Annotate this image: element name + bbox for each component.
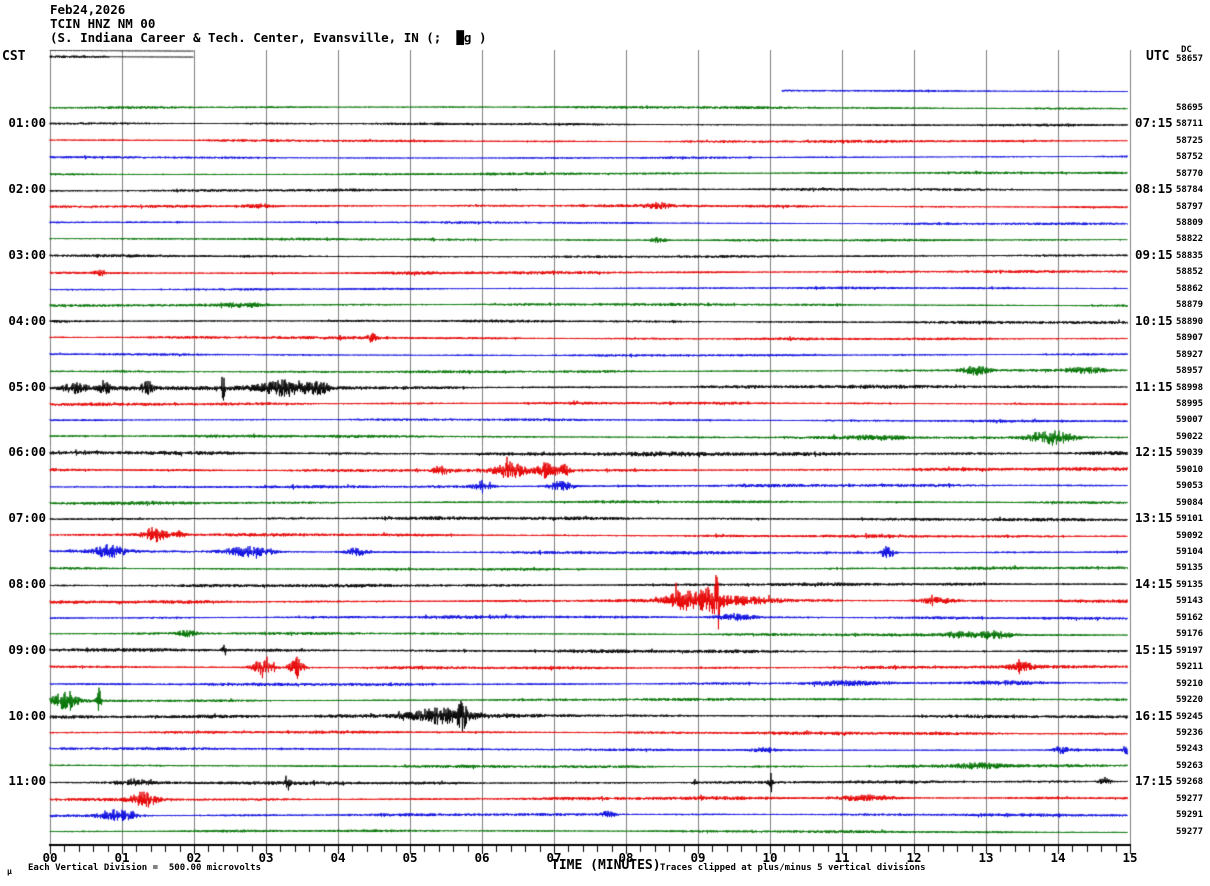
utc-hour-label: 15:15 — [1135, 641, 1173, 657]
dc-value-label: 58784 — [1176, 185, 1204, 196]
dc-value-label: 59263 — [1176, 760, 1204, 771]
dc-value-label: 59092 — [1176, 530, 1204, 541]
x-tick-label: 14 — [1050, 850, 1066, 865]
x-tick-label: 11 — [834, 850, 850, 865]
cst-hour-label: 11:00 — [8, 773, 46, 789]
x-tick-label: 12 — [906, 850, 922, 865]
dc-value-label: 59084 — [1176, 497, 1204, 508]
dc-value-label: 58797 — [1176, 201, 1204, 212]
dc-value-label: 59220 — [1176, 695, 1204, 706]
dc-value-label: 58862 — [1176, 283, 1204, 294]
x-tick-label: 13 — [978, 850, 994, 865]
dc-value-label: 58879 — [1176, 300, 1204, 311]
cst-hour-label: 09:00 — [8, 641, 46, 657]
dc-value-label: 58711 — [1176, 119, 1204, 130]
cst-hour-label: 07:00 — [8, 510, 46, 526]
x-tick-label: 04 — [330, 850, 346, 865]
dc-value-label: 58852 — [1176, 267, 1204, 278]
dc-value-label: 59236 — [1176, 727, 1204, 738]
cst-hour-label: 06:00 — [8, 444, 46, 460]
cst-hour-label: 05:00 — [8, 378, 46, 394]
x-tick-label: 02 — [186, 850, 202, 865]
dc-value-label: 58890 — [1176, 316, 1204, 327]
dc-value-label: 59243 — [1176, 744, 1204, 755]
dc-value-label: 59277 — [1176, 793, 1204, 804]
x-axis-title: TIME (MINUTES) — [551, 858, 661, 873]
x-tick-label: 07 — [546, 850, 562, 865]
dc-value-label: 59245 — [1176, 711, 1204, 722]
dc-value-label: 59197 — [1176, 645, 1204, 656]
dc-value-label: 59104 — [1176, 547, 1204, 557]
dc-value-label: 58927 — [1176, 349, 1204, 360]
dc-value-label: 59135 — [1176, 579, 1204, 590]
dc-value-label: 58725 — [1176, 135, 1204, 146]
x-tick-label: 06 — [474, 850, 490, 865]
dc-value-label: 58657 — [1176, 53, 1204, 64]
left-axis-header: CST — [2, 49, 26, 64]
dc-value-label: 58770 — [1176, 168, 1204, 179]
utc-hour-label: 07:15 — [1135, 115, 1173, 131]
dc-value-label: 59010 — [1176, 464, 1204, 475]
dc-value-label: 59101 — [1176, 514, 1204, 525]
x-tick-label: 10 — [762, 850, 778, 865]
x-tick-label: 08 — [618, 850, 634, 865]
cst-hour-label: 03:00 — [8, 246, 46, 262]
dc-value-label: 58752 — [1176, 152, 1204, 163]
footer-vertical-division: Each Vertical Division = 500.00 microvol… — [28, 863, 261, 873]
footer-clipping-note: Traces clipped at plus/minus 5 vertical … — [660, 863, 926, 873]
utc-hour-label: 13:15 — [1135, 510, 1173, 526]
dc-value-label: 58995 — [1176, 398, 1204, 409]
utc-hour-label: 17:15 — [1135, 773, 1173, 789]
dc-value-label: 59176 — [1176, 629, 1204, 640]
dc-value-label: 58695 — [1176, 102, 1204, 113]
dc-value-label: 58957 — [1176, 366, 1204, 377]
dc-value-label: 59135 — [1176, 563, 1204, 574]
utc-hour-label: 08:15 — [1135, 181, 1173, 197]
x-tick-label: 01 — [114, 850, 130, 865]
title-date: Feb24,2026 — [50, 2, 126, 17]
utc-hour-label: 09:15 — [1135, 246, 1173, 262]
x-tick-label: 05 — [402, 850, 418, 865]
dc-value-label: 58809 — [1176, 218, 1204, 228]
dc-column-header: DC — [1181, 45, 1192, 55]
dc-value-label: 59022 — [1176, 431, 1204, 442]
cst-hour-label: 08:00 — [8, 575, 46, 591]
right-axis-header: UTC — [1146, 49, 1170, 64]
dc-value-label: 58822 — [1176, 234, 1204, 245]
cst-hour-label: 04:00 — [8, 312, 46, 328]
x-tick-label: 09 — [690, 850, 706, 865]
x-tick-label: 00 — [42, 850, 58, 865]
dc-value-label: 59143 — [1176, 596, 1204, 607]
dc-value-label: 59291 — [1176, 810, 1204, 821]
dc-value-label: 59053 — [1176, 481, 1204, 492]
dc-value-label: 59039 — [1176, 448, 1204, 459]
dc-value-label: 58907 — [1176, 333, 1204, 344]
dc-value-label: 59007 — [1176, 415, 1204, 426]
dc-value-label: 59162 — [1176, 612, 1204, 623]
cst-hour-label: 10:00 — [8, 707, 46, 723]
dc-value-label: 59211 — [1176, 662, 1204, 673]
x-tick-label: 03 — [258, 850, 274, 865]
utc-hour-label: 16:15 — [1135, 707, 1173, 723]
title-station: TCIN HNZ NM 00 — [50, 16, 156, 31]
dc-value-label: 59277 — [1176, 826, 1204, 837]
title-location: (S. Indiana Career & Tech. Center, Evans… — [50, 30, 487, 45]
dc-value-label: 58835 — [1176, 250, 1204, 261]
micro-glyph: µ — [7, 867, 12, 876]
cst-hour-label: 01:00 — [8, 115, 46, 131]
utc-hour-label: 11:15 — [1135, 378, 1173, 394]
dc-value-label: 59210 — [1176, 678, 1204, 689]
utc-hour-label: 10:15 — [1135, 312, 1173, 328]
utc-hour-label: 12:15 — [1135, 444, 1173, 460]
utc-hour-label: 14:15 — [1135, 575, 1173, 591]
cst-hour-label: 02:00 — [8, 181, 46, 197]
x-tick-label: 15 — [1122, 850, 1138, 865]
dc-value-label: 58998 — [1176, 382, 1204, 393]
dc-value-label: 59268 — [1176, 777, 1204, 788]
